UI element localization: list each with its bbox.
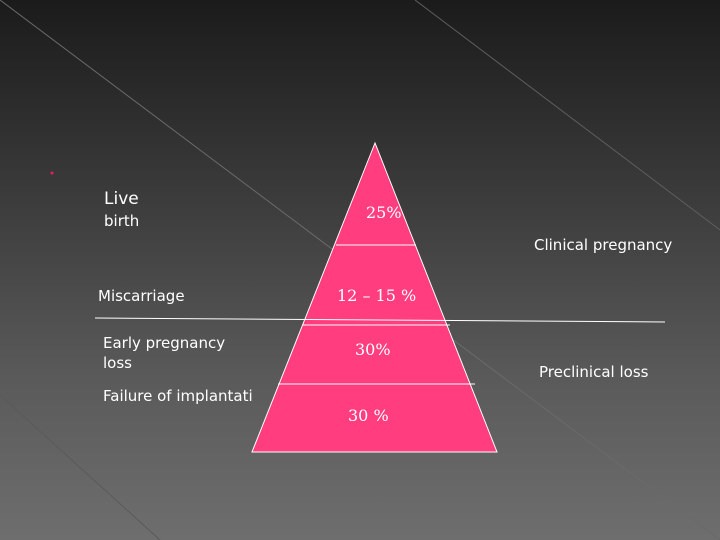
live-birth-label-line1: Live bbox=[104, 189, 139, 209]
decorative-diagonal-line bbox=[0, 394, 161, 540]
level-value-live-birth: 25% bbox=[366, 203, 402, 222]
level-value-early-loss: 30% bbox=[355, 340, 391, 359]
level-value-miscarriage: 12 – 15 % bbox=[337, 286, 417, 305]
clinical-divider-line bbox=[94, 317, 666, 323]
failure-implantation-label: Failure of implantati bbox=[103, 387, 253, 405]
early-loss-label-line2: loss bbox=[103, 354, 132, 372]
level-value-failure: 30 % bbox=[348, 406, 389, 425]
decorative-diagonal-line bbox=[414, 0, 720, 231]
bullet-icon bbox=[50, 171, 54, 175]
miscarriage-label: Miscarriage bbox=[98, 287, 185, 305]
pyramid bbox=[251, 141, 498, 453]
live-birth-label-line2: birth bbox=[104, 212, 140, 230]
early-loss-label-line1: Early pregnancy bbox=[103, 334, 226, 352]
preclinical-loss-label: Preclinical loss bbox=[539, 363, 649, 381]
clinical-pregnancy-label: Clinical pregnancy bbox=[534, 236, 673, 254]
